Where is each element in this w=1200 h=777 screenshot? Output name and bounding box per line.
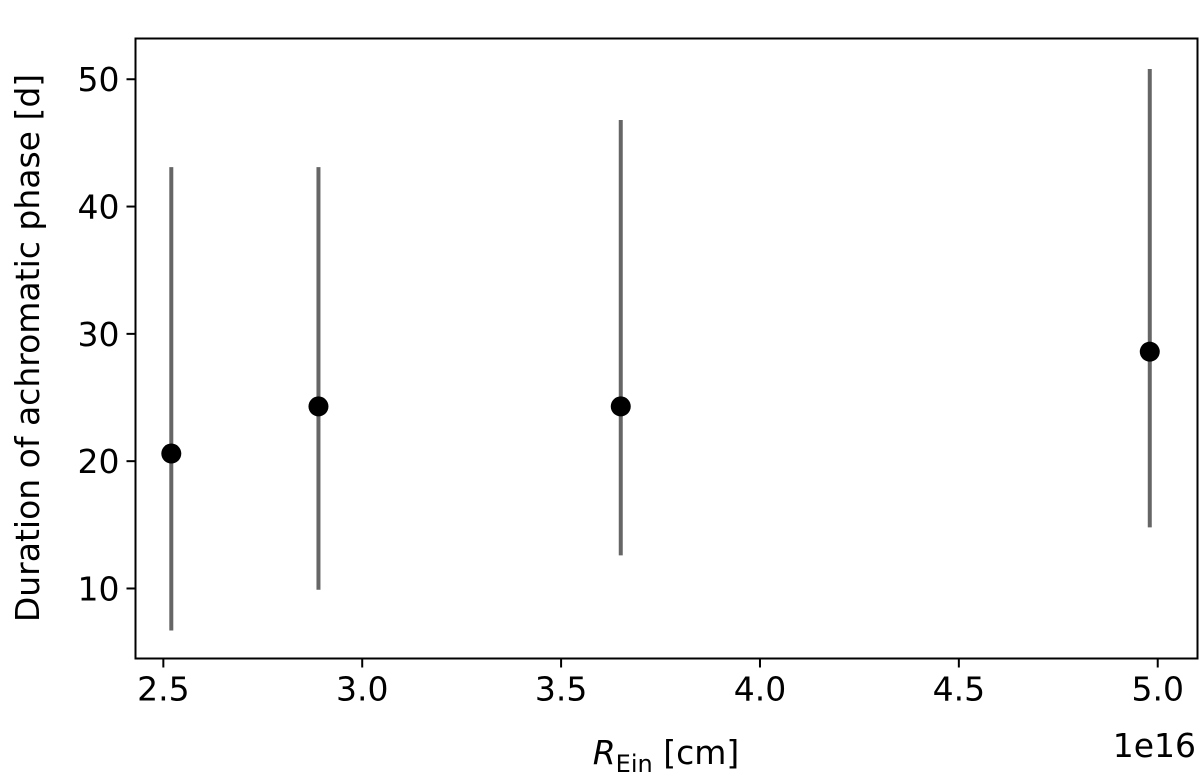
plot-area	[134, 37, 1199, 660]
y-tick-label: 20	[78, 442, 120, 481]
x-axis-label: REin [cm]	[593, 733, 740, 777]
y-tick-label: 10	[78, 569, 120, 608]
x-axis-label-unit-spacer	[653, 733, 664, 772]
markers-group	[161, 341, 1160, 464]
x-axis-label-unit: [cm]	[663, 733, 739, 772]
axes-frame	[134, 37, 1199, 660]
x-axis-label-subscript: Ein	[616, 750, 653, 777]
data-point	[610, 396, 631, 417]
y-tick-label: 40	[78, 188, 120, 227]
y-tick-label: 30	[78, 315, 120, 354]
x-tick-label: 2.5	[137, 670, 189, 709]
x-axis-offset-label: 1e16	[1113, 726, 1196, 765]
x-tick-label: 3.0	[336, 670, 388, 709]
x-tick-label: 4.5	[933, 670, 985, 709]
data-point	[161, 443, 182, 464]
y-tick-label: 50	[78, 60, 120, 99]
errorbars-group	[169, 69, 1152, 631]
data-point	[308, 396, 329, 417]
y-axis-label: Duration of achromatic phase [d]	[8, 74, 47, 622]
x-tick-label: 4.0	[734, 670, 786, 709]
x-tick-label: 5.0	[1131, 670, 1183, 709]
x-tick-label: 3.5	[535, 670, 587, 709]
data-point	[1139, 341, 1160, 362]
x-axis-label-symbol: R	[593, 733, 616, 772]
y-axis: 10 20 30 40 50	[78, 60, 136, 608]
x-axis: 2.5 3.0 3.5 4.0 4.5 5.0	[137, 658, 1184, 709]
